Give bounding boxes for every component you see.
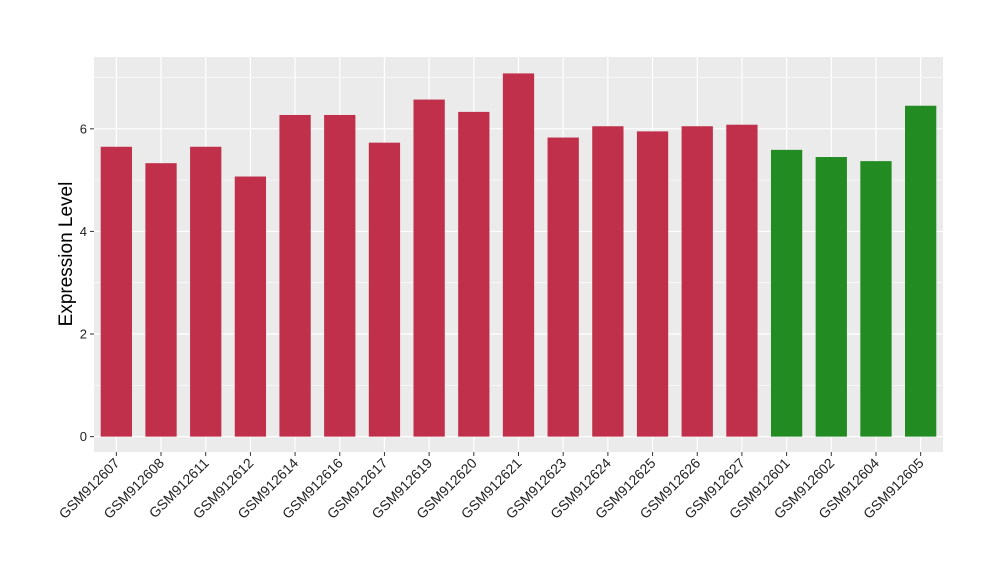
y-tick-label: 2 [80, 327, 87, 342]
bar-GSM912614 [279, 114, 311, 437]
bar-GSM912625 [636, 131, 669, 437]
bar-GSM912616 [324, 114, 356, 437]
bar-GSM912611 [190, 146, 222, 437]
bar-GSM912620 [458, 111, 490, 437]
bar-GSM912624 [592, 126, 624, 437]
bar-GSM912607 [100, 146, 132, 437]
y-axis: 0 2 4 6 [80, 121, 94, 444]
bar-GSM912626 [681, 126, 713, 437]
bar-GSM912612 [234, 176, 267, 437]
y-tick-label: 4 [80, 224, 87, 239]
bar-GSM912605 [905, 105, 937, 437]
bar-GSM912608 [145, 163, 177, 437]
bar-GSM912604 [860, 161, 892, 437]
bar-GSM912623 [547, 137, 579, 437]
bar-GSM912617 [368, 142, 401, 437]
bar-GSM912619 [413, 99, 445, 437]
bar-GSM912601 [770, 149, 803, 437]
y-axis-title: Expression Level [56, 182, 77, 327]
y-tick-label: 6 [80, 121, 87, 136]
bars [100, 73, 937, 437]
bar-GSM912627 [726, 124, 758, 437]
bar-GSM912621 [502, 73, 535, 437]
bar-GSM912602 [815, 157, 847, 437]
x-axis: GSM912607GSM912608GSM912611GSM912612GSM9… [56, 452, 927, 522]
y-tick-label: 0 [80, 429, 87, 444]
